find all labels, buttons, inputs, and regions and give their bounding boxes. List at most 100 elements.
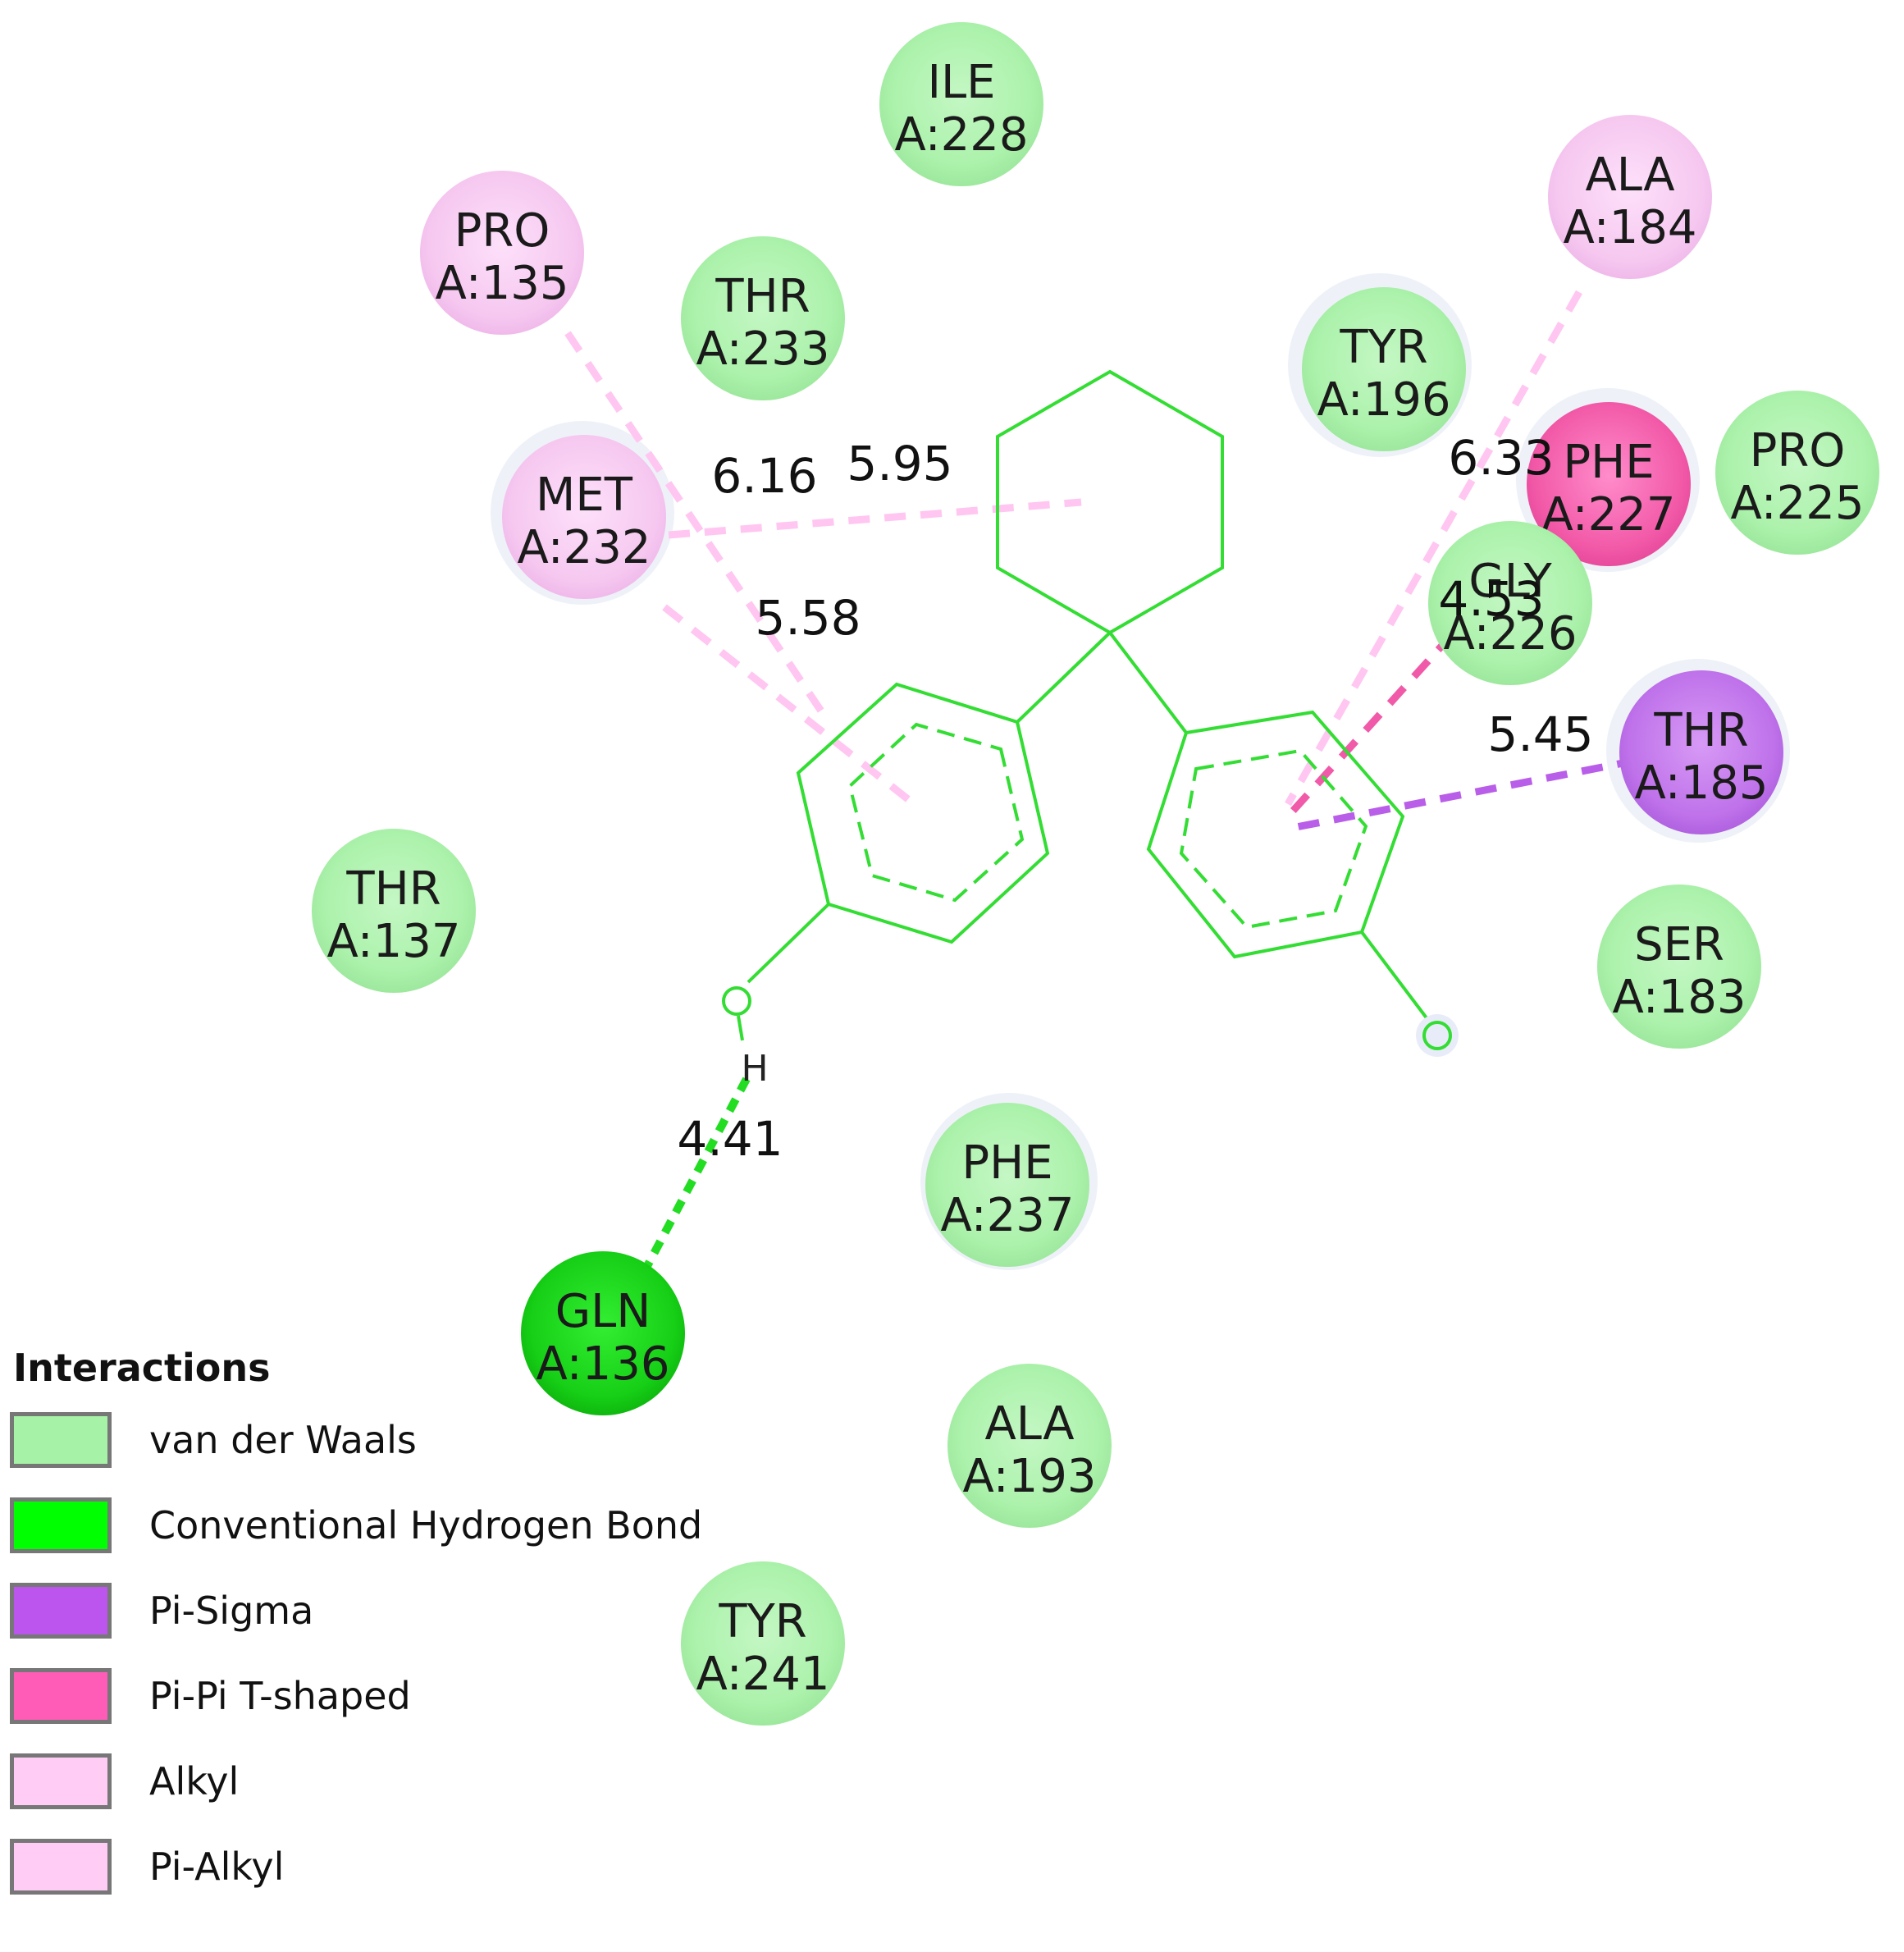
- legend-swatch: [10, 1497, 112, 1553]
- residue-name: ILE: [927, 56, 995, 109]
- residue-disc: [1597, 885, 1761, 1049]
- legend-swatch: [10, 1583, 112, 1639]
- residue-disc: [1619, 670, 1783, 834]
- residue-disc: [947, 1364, 1112, 1528]
- interaction-line-met232-ring: [662, 604, 911, 803]
- residue-disc: [521, 1251, 685, 1415]
- legend-label: Pi-Sigma: [149, 1589, 314, 1633]
- residue-name: THR: [1653, 704, 1748, 757]
- ligand-structure: [722, 369, 1459, 1057]
- legend-label: van der Waals: [149, 1418, 417, 1462]
- residue-name: THR: [345, 862, 441, 916]
- distance-label: 4.53: [1438, 571, 1544, 627]
- residue-disc: [1302, 287, 1466, 451]
- residue-id: A:241: [696, 1648, 829, 1701]
- residue-name: PHE: [961, 1136, 1052, 1190]
- interaction-line-thr185-ring: [1287, 749, 1674, 833]
- residue-id: A:227: [1541, 488, 1675, 542]
- interaction-line-met232-cyclohexane: [668, 498, 1082, 539]
- legend-label: Conventional Hydrogen Bond: [149, 1503, 703, 1547]
- bond-right-o: [1360, 930, 1429, 1021]
- phenyl-ring-left: [796, 682, 1050, 944]
- residue-disc: [681, 236, 845, 400]
- residue-id: A:233: [696, 322, 829, 376]
- residue-id: A:228: [894, 108, 1028, 162]
- legend: Interactions van der Waals Conventional H…: [10, 1346, 748, 1920]
- distance-label: 4.41: [677, 1111, 783, 1167]
- cyclohexane-ring: [996, 369, 1224, 635]
- residue-disc: [312, 829, 476, 993]
- residue-id: A:232: [517, 521, 651, 574]
- oxygen-halo-right: [1416, 1014, 1459, 1057]
- phenyl-ring-right: [1146, 710, 1405, 959]
- legend-swatch: [10, 1412, 112, 1468]
- legend-item-alkyl: Alkyl: [10, 1749, 748, 1813]
- residue-disc: [879, 22, 1043, 186]
- residue-name: TYR: [718, 1595, 806, 1648]
- legend-swatch: [10, 1753, 112, 1809]
- interaction-line-pro135-alkyl: [564, 331, 832, 725]
- residue-name: TYR: [1339, 321, 1427, 374]
- residue-disc: [1715, 391, 1879, 555]
- residue-id: A:185: [1634, 757, 1768, 810]
- residue-name: GLN: [555, 1285, 651, 1338]
- residue-name: SER: [1634, 918, 1724, 971]
- distance-labels: 5.95 5.58 6.16 6.33 4.53 5.45 4.41: [677, 430, 1593, 1167]
- phenyl-ring-right-aromatic: [1179, 748, 1368, 930]
- residue-disc: [925, 1103, 1089, 1267]
- oxygen-atom-left: [722, 986, 751, 1016]
- legend-item-hbond: Conventional Hydrogen Bond: [10, 1493, 748, 1557]
- residue-id: A:137: [326, 915, 460, 968]
- bond-oh: [737, 1015, 744, 1041]
- legend-label: Pi-Pi T-shaped: [149, 1674, 411, 1718]
- bond-left: [1016, 631, 1112, 724]
- residue-disc: [1548, 115, 1712, 279]
- residue-disc: [681, 1561, 845, 1726]
- interaction-lines: [564, 290, 1674, 1282]
- residue-id: A:196: [1317, 373, 1450, 427]
- residue-name: ALA: [1585, 149, 1674, 202]
- residue-id: A:183: [1612, 971, 1746, 1024]
- legend-item-pisigma: Pi-Sigma: [10, 1579, 748, 1643]
- residue-disc: [420, 171, 584, 335]
- residue-id: A:136: [536, 1337, 669, 1391]
- residue-disc: [1527, 402, 1691, 566]
- legend-item-pipi: Pi-Pi T-shaped: [10, 1664, 748, 1728]
- residue-name: MET: [536, 469, 633, 522]
- residue-name: PHE: [1563, 436, 1654, 489]
- legend-item-vdw: van der Waals: [10, 1408, 748, 1472]
- residue-name: THR: [715, 270, 810, 323]
- legend-swatch: [10, 1839, 112, 1895]
- interaction-line-ala184-ring: [1285, 290, 1582, 807]
- residue-id: A:237: [940, 1189, 1074, 1242]
- bond-left-oh: [747, 903, 830, 984]
- legend-label: Alkyl: [149, 1759, 240, 1803]
- phenyl-ring-left-aromatic: [847, 722, 1025, 903]
- distance-label: 5.45: [1487, 706, 1593, 762]
- residue-disc: [1428, 521, 1592, 685]
- distance-label: 6.33: [1448, 430, 1554, 486]
- residue-name: PRO: [454, 204, 550, 258]
- residue-id: A:226: [1443, 607, 1577, 661]
- bond-right: [1108, 631, 1188, 734]
- residue-id: A:184: [1563, 201, 1696, 254]
- hydrogen-label: H: [741, 1048, 768, 1090]
- residue-disc: [502, 435, 666, 599]
